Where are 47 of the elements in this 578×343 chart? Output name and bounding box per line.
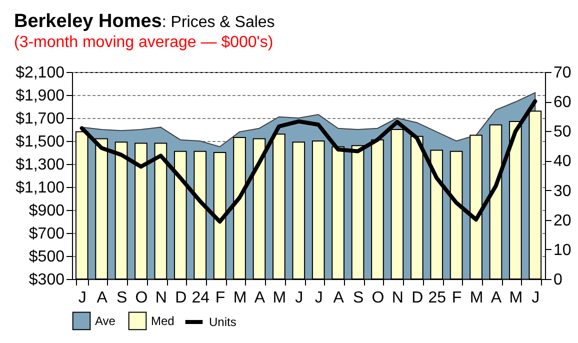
x-tick-label: M (470, 290, 484, 306)
x-tick-label: S (116, 290, 128, 306)
x-tick-label: J (295, 290, 304, 306)
x-tick-label: N (155, 290, 167, 306)
y2-tick-label: 60 (554, 94, 572, 112)
y2-tick-label: 50 (554, 124, 572, 141)
x-tick-label: N (392, 290, 404, 306)
x-tick-label: 24 (192, 290, 210, 306)
x-tick-label: F (452, 290, 462, 306)
y2-tick-label: 0 (554, 272, 562, 288)
y-tick-label: $1,300 (16, 156, 65, 174)
x-tick-label: M (509, 290, 523, 306)
legend-label: Med (151, 314, 174, 328)
x-tick-label: D (412, 290, 424, 306)
y-tick-label: $1,100 (16, 180, 65, 196)
x-tick-label: 25 (428, 290, 446, 306)
y-tick-label: $2,100 (16, 64, 65, 82)
y-tick-label: $1,700 (16, 110, 65, 128)
y2-tick-label: 70 (554, 64, 572, 82)
y-tick-label: $1,500 (16, 134, 65, 150)
y2-tick-label: 10 (554, 242, 572, 259)
x-tick-label: M (272, 290, 286, 306)
y2-tick-label: 40 (554, 153, 572, 170)
legend-label: Units (209, 315, 236, 329)
x-tick-label: J (532, 290, 540, 306)
x-tick-label: M (233, 290, 247, 306)
y-tick-label: $300 (28, 272, 65, 288)
x-tick-label: O (372, 290, 384, 306)
x-tick-label: A (254, 290, 266, 306)
x-tick-label: O (135, 290, 148, 306)
y-tick-label: $1,900 (16, 88, 65, 104)
x-tick-label: A (333, 290, 344, 306)
y2-tick-label: 20 (554, 212, 572, 230)
x-tick-label: A (490, 290, 502, 306)
y-tick-label: $900 (28, 202, 65, 220)
x-tick-label: J (78, 290, 86, 306)
x-tick-label: J (314, 290, 323, 306)
x-tick-label: F (215, 290, 226, 306)
x-tick-label: S (352, 290, 364, 306)
x-tick-label: A (96, 290, 108, 306)
y-tick-label: $500 (28, 248, 65, 266)
x-tick-label: D (175, 290, 187, 306)
y-tick-label: $700 (28, 226, 65, 242)
legend-label: Ave (95, 314, 116, 328)
chart-subtitle: (3-month moving average — $000's) (14, 33, 274, 53)
y2-tick-label: 30 (554, 182, 572, 200)
chart-title: Berkeley Homes: Prices & Sales (14, 11, 275, 32)
